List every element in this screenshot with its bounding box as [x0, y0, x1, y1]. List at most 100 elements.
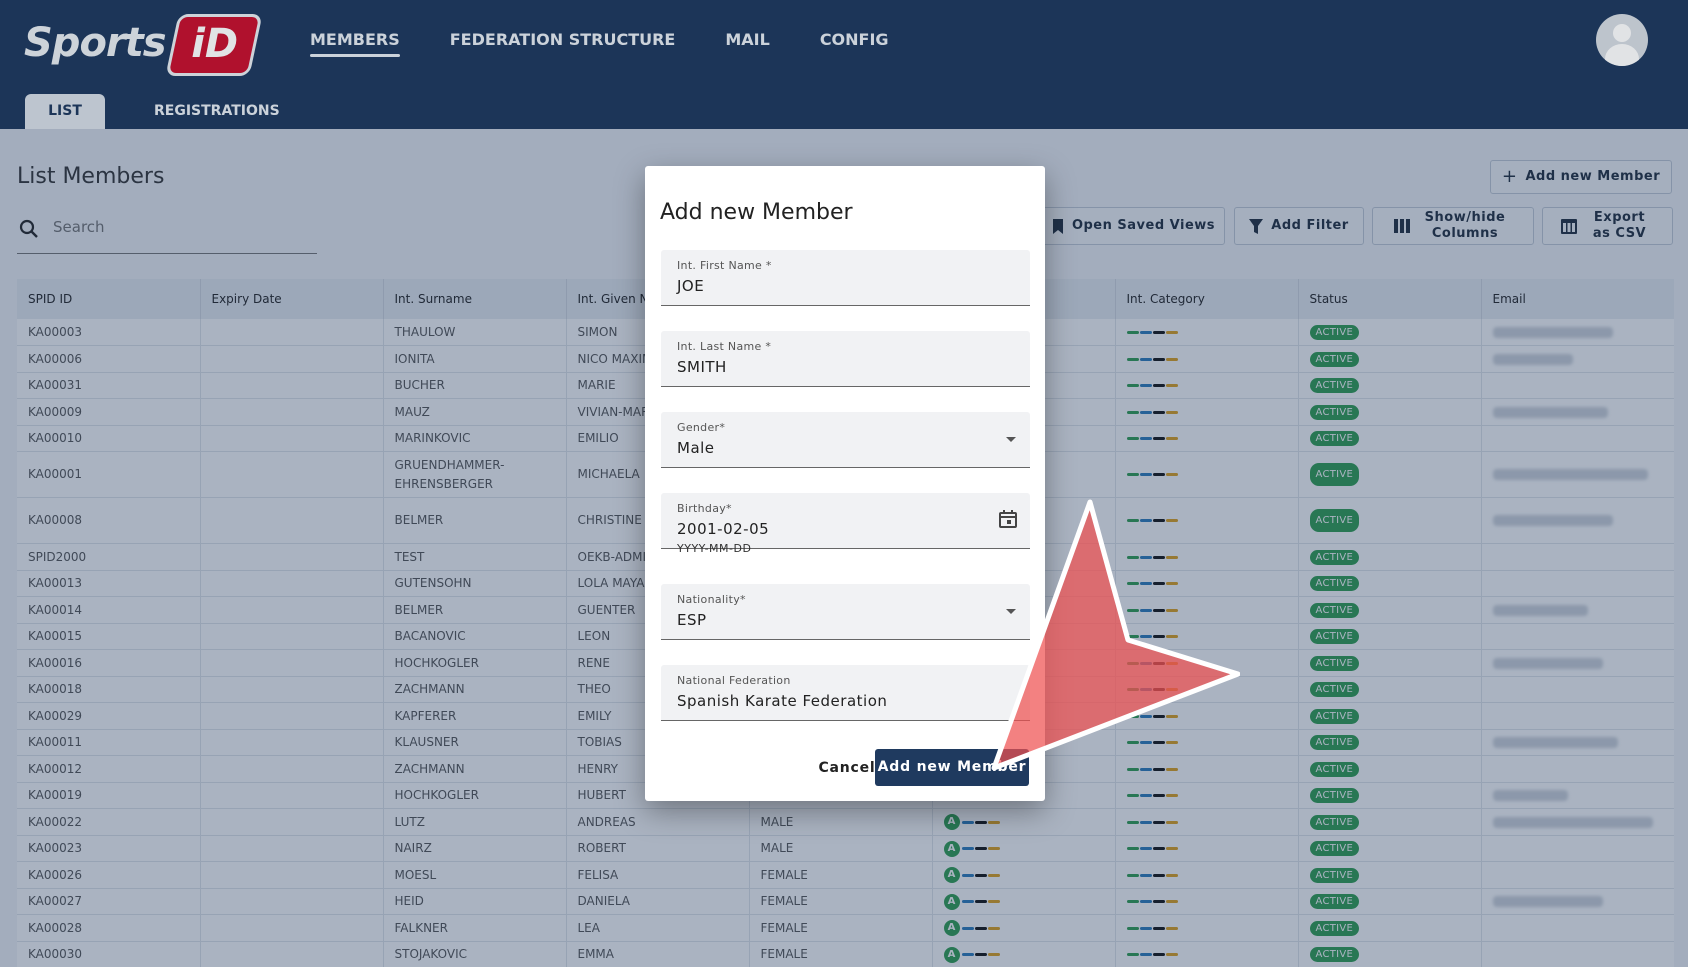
column-header[interactable]: Email — [1481, 279, 1674, 319]
field-value: ESP — [677, 611, 707, 629]
open-saved-views-button[interactable]: Open Saved Views — [1042, 207, 1225, 245]
search-input[interactable] — [53, 218, 303, 236]
category-indicator — [1126, 331, 1178, 334]
status-badge: ACTIVE — [1309, 655, 1360, 671]
plus-icon: + — [1501, 166, 1518, 187]
cell-status: ACTIVE — [1298, 808, 1482, 836]
cell-spid-id: KA00008 — [17, 497, 201, 544]
table-row[interactable]: KA00023 NAIRZ ROBERT MALE A ACTIVE — [17, 835, 1674, 862]
cell-expiry-date — [200, 497, 384, 544]
sportsid-logo[interactable]: Sports iD — [24, 12, 263, 78]
table-row[interactable]: KA00027 HEID DANIELA FEMALE A ACTIVE — [17, 888, 1674, 915]
cell-spid-id: KA00003 — [17, 319, 201, 346]
modal-backdrop-top — [0, 0, 1688, 129]
cell-spid-id: KA00026 — [17, 861, 201, 889]
field-label: Int. First Name * — [677, 259, 772, 272]
cell-int-category — [1115, 398, 1299, 426]
cell-email — [1481, 372, 1674, 399]
cell-spid-id: KA00030 — [17, 941, 201, 967]
column-header[interactable]: SPID ID — [17, 279, 201, 319]
cell-int-category — [1115, 808, 1299, 836]
column-header[interactable]: Status — [1298, 279, 1482, 319]
cell-email — [1481, 808, 1674, 836]
table-row[interactable]: KA00028 FALKNER LEA FEMALE A ACTIVE — [17, 914, 1674, 942]
cell-int-category — [1115, 425, 1299, 452]
export-csv-button[interactable]: Export as CSV — [1542, 207, 1673, 245]
cell-spid-id: KA00014 — [17, 596, 201, 624]
add-filter-button[interactable]: Add Filter — [1234, 207, 1364, 245]
nav-federation-structure[interactable]: FEDERATION STRUCTURE — [449, 30, 676, 49]
category-indicator — [1126, 820, 1178, 824]
cell-given-name: FELISA — [566, 861, 750, 889]
cell-email — [1481, 319, 1674, 346]
national-federation-field[interactable]: National Federation Spanish Karate Feder… — [661, 665, 1030, 721]
tab-registrations[interactable]: REGISTRATIONS — [154, 103, 280, 119]
cell-email — [1481, 497, 1674, 544]
category-indicator — [1126, 473, 1178, 476]
cell-status: ACTIVE — [1298, 888, 1482, 915]
calendar-icon[interactable] — [998, 509, 1018, 529]
redacted-email — [1492, 406, 1608, 418]
column-header[interactable]: Expiry Date — [200, 279, 384, 319]
cancel-button[interactable]: Cancel — [818, 760, 876, 776]
add-member-button[interactable]: + Add new Member — [1490, 160, 1672, 194]
cell-expiry-date — [200, 319, 384, 346]
gender-select[interactable]: Gender* Male — [661, 412, 1030, 468]
sub-navigation-bar: LIST REGISTRATIONS — [0, 82, 1688, 129]
cell-expiry-date — [200, 451, 384, 498]
redacted-email — [1492, 790, 1568, 802]
table-row[interactable]: KA00026 MOESL FELISA FEMALE A ACTIVE — [17, 861, 1674, 889]
redacted-email — [1492, 353, 1573, 365]
cell-expiry-date — [200, 649, 384, 677]
page-title: List Members — [17, 164, 165, 189]
cell-status: ACTIVE — [1298, 425, 1482, 452]
cell-status: ACTIVE — [1298, 398, 1482, 426]
cell-gender: FEMALE — [749, 914, 933, 942]
last-name-field[interactable]: Int. Last Name * SMITH — [661, 331, 1030, 387]
column-header[interactable]: Int. Category — [1115, 279, 1299, 319]
category-indicator — [1126, 953, 1178, 957]
search-icon — [19, 219, 38, 238]
cell-spid-id: KA00022 — [17, 808, 201, 836]
status-badge: ACTIVE — [1309, 463, 1360, 486]
cell-surname: HOCHKOGLER — [383, 649, 567, 677]
cell-expiry-date — [200, 398, 384, 426]
cell-email — [1481, 543, 1674, 571]
redacted-email — [1492, 515, 1613, 526]
status-badge: ACTIVE — [1309, 761, 1360, 777]
first-name-field[interactable]: Int. First Name * JOE — [661, 250, 1030, 306]
cell-int-category — [1115, 835, 1299, 862]
cell-gender: MALE — [749, 808, 933, 836]
table-row[interactable]: SPID2000 TEST OEKB-ADMIN ACTIVE — [17, 543, 1674, 571]
category-indicator — [1126, 384, 1178, 388]
cell-surname: BELMER — [383, 497, 567, 544]
status-badge: ACTIVE — [1309, 708, 1360, 724]
tab-list[interactable]: LIST — [25, 94, 105, 129]
user-avatar[interactable] — [1596, 14, 1648, 66]
cell-surname: THAULOW — [383, 319, 567, 346]
category-indicator — [1126, 357, 1178, 361]
nav-mail[interactable]: MAIL — [725, 30, 770, 49]
top-navigation-bar: Sports iD MEMBERS FEDERATION STRUCTURE M… — [0, 0, 1688, 82]
cell-status: ACTIVE — [1298, 702, 1482, 730]
cell-expiry-date — [200, 808, 384, 836]
nav-members[interactable]: MEMBERS — [310, 30, 400, 57]
status-badge: ACTIVE — [1309, 735, 1360, 751]
submit-add-member-button[interactable]: Add new Member — [875, 749, 1029, 786]
search-box — [17, 210, 317, 254]
birthday-field[interactable]: Birthday* 2001-02-05 — [661, 493, 1030, 549]
status-badge: ACTIVE — [1309, 841, 1360, 857]
cell-spid-id: KA00019 — [17, 782, 201, 809]
cell-spid-id: KA00018 — [17, 676, 201, 703]
nav-config[interactable]: CONFIG — [819, 30, 889, 49]
table-row[interactable]: KA00022 LUTZ ANDREAS MALE A ACTIVE — [17, 808, 1674, 836]
cell-int-category — [1115, 451, 1299, 498]
redacted-email — [1492, 737, 1618, 749]
status-badge: ACTIVE — [1309, 867, 1360, 883]
show-hide-columns-button[interactable]: Show/hide Columns — [1372, 207, 1534, 245]
column-header[interactable]: Int. Surname — [383, 279, 567, 319]
cell-email — [1481, 941, 1674, 967]
nationality-select[interactable]: Nationality* ESP — [661, 584, 1030, 640]
cell-level: A — [932, 808, 1116, 836]
cell-surname: ZACHMANN — [383, 676, 567, 703]
